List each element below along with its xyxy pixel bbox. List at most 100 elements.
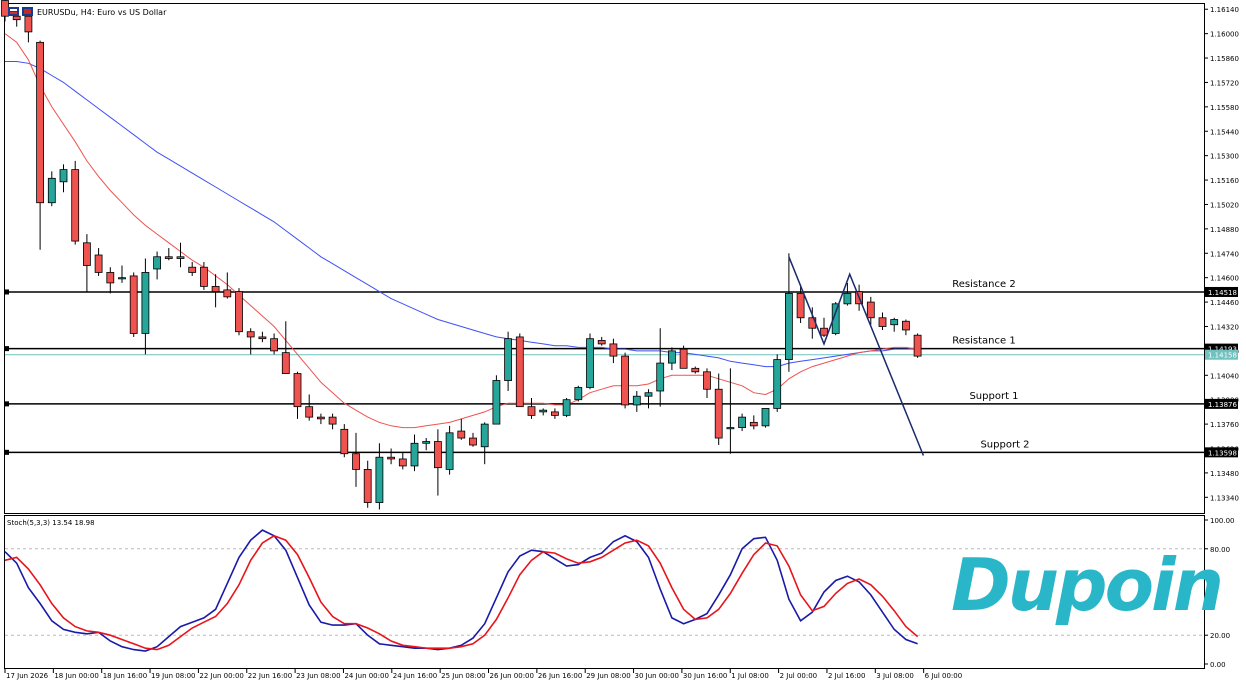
candle[interactable] [328,413,337,430]
candle[interactable] [47,171,56,207]
candle[interactable] [457,418,466,440]
candle[interactable] [679,345,688,369]
candle-body [691,367,700,373]
candle[interactable] [703,368,711,398]
candle[interactable] [562,397,571,418]
candle[interactable] [656,328,665,407]
candle[interactable] [188,261,197,276]
candle[interactable] [223,272,232,299]
candle[interactable] [211,274,220,308]
candle[interactable] [866,296,875,325]
candle[interactable] [738,413,746,432]
candle[interactable] [785,253,793,372]
candle[interactable] [902,319,910,336]
candle[interactable] [504,331,513,391]
candle[interactable] [527,397,536,419]
candle[interactable] [83,234,91,292]
candle[interactable] [258,331,267,343]
trendline[interactable] [788,256,925,456]
candle[interactable] [387,448,396,465]
candle[interactable] [714,373,723,446]
candle[interactable] [433,429,442,496]
candle[interactable] [305,394,314,421]
candle[interactable] [246,328,255,355]
candle-body [469,437,477,446]
candle[interactable] [235,288,243,336]
time-axis: 17 Jun 2026 18 Jun 00:00 18 Jun 16:00 19 Ju… [4,669,963,680]
level-anchor[interactable] [4,449,9,455]
candle[interactable] [480,422,489,465]
candle[interactable] [106,267,115,294]
time-tick-label: 2 Jul 00:00 [780,672,818,680]
level-anchor[interactable] [4,346,9,352]
candle[interactable] [820,317,828,337]
candle[interactable] [375,443,384,510]
candle[interactable] [913,333,922,358]
candle[interactable] [281,321,290,374]
candle-body [1,0,9,17]
candle[interactable] [270,333,279,355]
candle[interactable] [761,408,770,428]
candle[interactable] [445,425,454,475]
level-anchor[interactable] [4,401,9,407]
candle[interactable] [398,451,407,470]
candle[interactable] [574,385,583,402]
candle[interactable] [141,258,150,355]
candle[interactable] [551,408,559,419]
time-tick-label: 19 Jun 08:00 [151,672,195,680]
candle[interactable] [176,242,185,268]
candle-body [433,441,442,469]
candle[interactable] [668,347,676,371]
candle[interactable] [843,282,852,306]
candle-body [352,453,360,470]
candle[interactable] [644,389,653,409]
candle[interactable] [316,413,325,425]
candle[interactable] [24,15,33,43]
candle[interactable] [831,302,840,336]
candle[interactable] [199,261,208,290]
candle[interactable] [469,432,477,447]
candle[interactable] [890,317,899,332]
price-tick-label: 1.14460 [1210,299,1239,307]
candle[interactable] [749,415,758,430]
time-tick-label: 1 Jul 08:00 [731,672,769,680]
candle[interactable] [410,434,419,472]
candle[interactable] [621,352,629,409]
candle[interactable] [153,251,162,280]
candle-body [515,336,524,408]
candle-body [457,430,466,439]
candle[interactable] [59,164,68,193]
candle[interactable] [492,375,501,425]
price-tick-label: 1.16000 [1210,31,1239,39]
candle[interactable] [71,160,80,245]
candle[interactable] [94,248,103,276]
candle-body [890,319,899,326]
candle[interactable] [363,460,372,508]
time-tick-label: 6 Jul 00:00 [925,672,963,680]
candle[interactable] [422,438,431,451]
candle[interactable] [773,354,782,412]
candle[interactable] [164,248,173,261]
candle[interactable] [597,336,606,346]
candle[interactable] [515,333,524,408]
candle-body [47,177,56,204]
price-tick-label: 1.13340 [1210,494,1239,502]
candle[interactable] [586,333,594,390]
candle[interactable] [293,371,302,419]
candle[interactable] [340,424,349,458]
candle[interactable] [118,265,126,283]
candle[interactable] [878,312,887,330]
candle[interactable] [726,368,735,454]
candle[interactable] [609,338,618,364]
level-anchor[interactable] [4,289,9,295]
candle[interactable] [352,432,360,487]
candle[interactable] [796,284,805,323]
ma-slow-line [5,61,918,368]
candle[interactable] [539,408,548,416]
candle[interactable] [129,272,138,337]
candle-body [656,362,665,392]
candle[interactable] [632,390,641,412]
candle[interactable] [36,40,44,250]
price-tag-text: 1.13876 [1208,401,1237,409]
candle[interactable] [691,366,700,374]
